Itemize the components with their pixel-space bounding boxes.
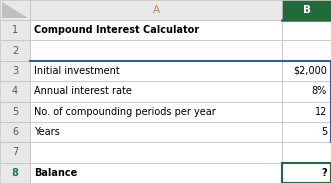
Bar — [30, 40, 282, 61]
Text: 2: 2 — [12, 46, 18, 56]
Text: 8: 8 — [12, 168, 19, 178]
Bar — [0, 20, 30, 40]
Text: 7: 7 — [12, 147, 18, 157]
Text: 12: 12 — [315, 107, 327, 117]
Bar — [0, 81, 30, 102]
Text: 6: 6 — [12, 127, 18, 137]
Text: Initial investment: Initial investment — [34, 66, 120, 76]
Text: 5: 5 — [321, 127, 327, 137]
Text: 8%: 8% — [312, 86, 327, 96]
Bar — [282, 142, 331, 163]
Text: Balance: Balance — [34, 168, 77, 178]
Text: Annual interest rate: Annual interest rate — [34, 86, 132, 96]
Bar — [282, 102, 331, 122]
Bar — [282, 20, 331, 40]
Bar — [0, 0, 30, 20]
Bar — [30, 81, 282, 102]
Bar — [30, 0, 282, 20]
Text: B: B — [303, 5, 310, 15]
Bar — [282, 122, 331, 142]
Text: 3: 3 — [12, 66, 18, 76]
Bar — [30, 122, 282, 142]
Bar — [30, 163, 282, 183]
Bar — [30, 61, 282, 81]
Bar — [0, 61, 30, 81]
Bar — [282, 61, 331, 81]
Bar — [0, 102, 30, 122]
Text: A: A — [153, 5, 160, 15]
Text: 4: 4 — [12, 86, 18, 96]
Bar — [282, 81, 331, 102]
Text: ?: ? — [321, 168, 327, 178]
Bar — [0, 142, 30, 163]
Bar — [0, 163, 30, 183]
Bar — [282, 0, 331, 20]
Bar — [0, 40, 30, 61]
Bar — [30, 142, 282, 163]
Bar — [282, 40, 331, 61]
Polygon shape — [2, 2, 28, 18]
Bar — [282, 163, 331, 183]
Text: No. of compounding periods per year: No. of compounding periods per year — [34, 107, 216, 117]
Text: 5: 5 — [12, 107, 18, 117]
Text: 1: 1 — [12, 25, 18, 35]
Text: Compound Interest Calculator: Compound Interest Calculator — [34, 25, 199, 35]
Text: Years: Years — [34, 127, 60, 137]
Bar — [30, 102, 282, 122]
Bar — [0, 122, 30, 142]
Text: $2,000: $2,000 — [293, 66, 327, 76]
Bar — [30, 20, 282, 40]
